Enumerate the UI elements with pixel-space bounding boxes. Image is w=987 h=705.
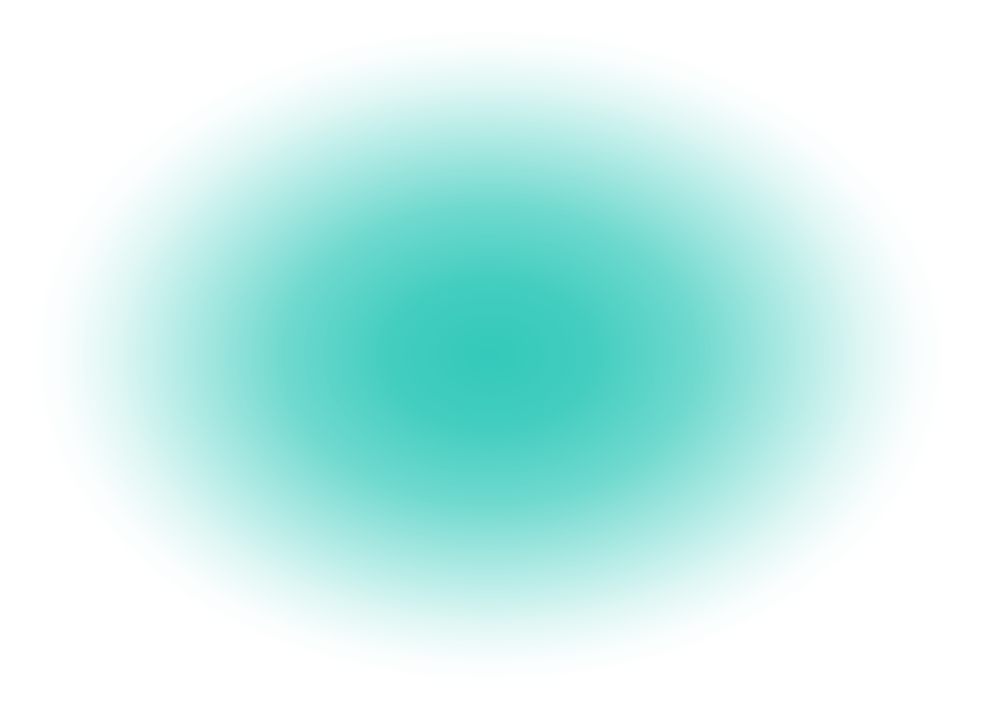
teal-radial-glow [0,0,987,705]
